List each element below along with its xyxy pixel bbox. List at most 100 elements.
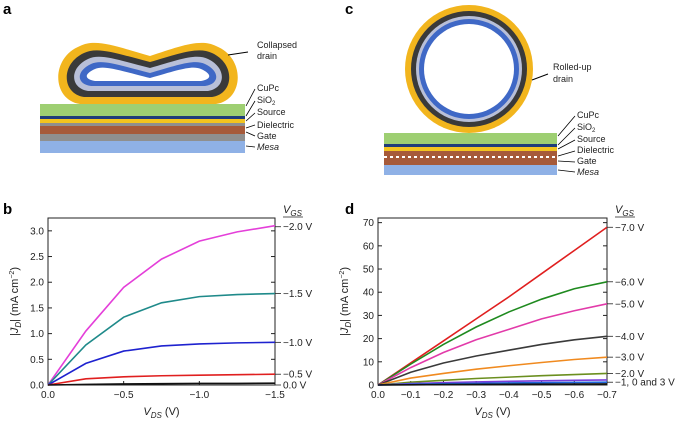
x-tick-label-d: −0.2 xyxy=(434,390,454,401)
layer-stack-a xyxy=(40,104,245,153)
callouts-c: Rolled-up drain CuPc SiO2 Source Dielect… xyxy=(531,62,615,177)
y-tick-label-d: 20 xyxy=(363,334,375,345)
callout-line-drain-c xyxy=(531,73,549,81)
x-axis-title-b: VDS (V) xyxy=(143,406,179,420)
x-tick-label-d: −0.1 xyxy=(401,390,421,401)
callout-collapsed: Collapsed xyxy=(257,40,297,50)
x-axis-title-d: VDS (V) xyxy=(474,406,510,420)
series-line-b-4 xyxy=(47,382,276,386)
callout-lines-layers-a xyxy=(245,88,256,148)
label-sio2-c: SiO2 xyxy=(577,122,596,134)
x-tick-label-d: −0.3 xyxy=(466,390,486,401)
series-label-b-0: −2.0 V xyxy=(283,222,313,233)
series-label-d-0: −7.0 V xyxy=(615,223,645,234)
y-tick-label-b: 1.0 xyxy=(30,329,44,340)
y-tick-label-d: 60 xyxy=(363,241,375,252)
collapsed-drain xyxy=(58,42,238,104)
layer-cupc-a xyxy=(40,104,245,116)
x-tick-label-d: −0.5 xyxy=(532,390,552,401)
chart-b: b 0.0 −0.5 −1.0 −1.5 0.0 0.5 1.0 1.5 2.0 2.5 3.0 VD… xyxy=(3,201,313,420)
series-label-d-1: −6.0 V xyxy=(615,277,645,288)
y-tick-label-d: 40 xyxy=(363,288,375,299)
callouts-a: Collapsed drain CuPc SiO2 Source Dielect… xyxy=(227,40,297,152)
label-sio2-a: SiO2 xyxy=(257,95,276,107)
y-tick-label-d: 10 xyxy=(363,357,375,368)
y-tick-label-b: 0.5 xyxy=(30,355,44,366)
x-tick-label-b: −0.5 xyxy=(114,390,134,401)
series-line-b-2 xyxy=(47,341,276,386)
series-label-b-2: −1.0 V xyxy=(283,338,313,349)
y-tick-label-b: 2.5 xyxy=(30,252,44,263)
label-dielectric-c: Dielectric xyxy=(577,145,615,155)
label-mesa-a: Mesa xyxy=(257,142,279,152)
series-line-d-8 xyxy=(377,383,608,386)
series-line-d-1 xyxy=(377,281,608,386)
series-label-b-4: 0.0 V xyxy=(283,381,307,392)
callout-rolled-up: Rolled-up xyxy=(553,62,592,72)
y-tick-label-b: 1.5 xyxy=(30,303,44,314)
layer-gate-a xyxy=(40,126,245,134)
panel-letter-b: b xyxy=(3,201,12,218)
legend-title-b: VGS xyxy=(283,204,303,218)
layer-source-c xyxy=(384,147,557,151)
series-label-d-6: −1, 0 and 3 V xyxy=(615,378,675,389)
plot-frame-b xyxy=(47,217,276,386)
layer-gray-a xyxy=(40,134,245,141)
series-line-d-3 xyxy=(377,335,608,386)
callout-drain-c: drain xyxy=(553,74,573,84)
y-axis-title-d: |JD| (mA cm−2) xyxy=(339,267,353,336)
x-tick-label-d: 0.0 xyxy=(371,390,385,401)
label-gate-c: Gate xyxy=(577,156,597,166)
series-label-b-1: −1.5 V xyxy=(283,289,313,300)
callout-line-drain-a xyxy=(227,51,249,56)
panel-c-schematic: c Rolled-up drain CuPc SiO2 Source Diele… xyxy=(345,1,615,177)
series-label-d-4: −3.0 V xyxy=(615,353,645,364)
series-line-b-0 xyxy=(47,224,276,386)
layer-sio2-a xyxy=(40,116,245,119)
label-source-c: Source xyxy=(577,134,606,144)
label-cupc-c: CuPc xyxy=(577,110,600,120)
y-axis-title-b: |JD| (mA cm−2) xyxy=(9,267,23,336)
label-dielectric-a: Dielectric xyxy=(257,120,295,130)
series-line-b-1 xyxy=(47,292,276,386)
panel-letter-a: a xyxy=(3,1,12,18)
series-line-d-5 xyxy=(377,372,608,386)
label-cupc-a: CuPc xyxy=(257,83,280,93)
panel-a-schematic: a Collapsed drain CuPc SiO2 Source xyxy=(3,1,297,153)
label-source-a: Source xyxy=(257,107,286,117)
x-tick-label-b: 0.0 xyxy=(41,390,55,401)
series-label-d-3: −4.0 V xyxy=(615,332,645,343)
series-line-d-2 xyxy=(377,303,608,386)
roll-core xyxy=(424,24,514,114)
chart-d: d 0.0 −0.1 −0.2 −0.3 −0.4 −0.5 −0.6 −0.7 0 10 20 30… xyxy=(339,201,675,420)
series-label-b-3: −0.5 V xyxy=(283,370,313,381)
panel-letter-d: d xyxy=(345,201,354,218)
layer-stack-c xyxy=(384,133,557,175)
y-tick-label-b: 2.0 xyxy=(30,278,44,289)
series-label-d-2: −5.0 V xyxy=(615,299,645,310)
panel-letter-c: c xyxy=(345,1,353,18)
x-tick-label-d: −0.6 xyxy=(564,390,584,401)
series-line-b-3 xyxy=(47,373,276,386)
x-tick-label-d: −0.4 xyxy=(499,390,519,401)
legend-title-d: VGS xyxy=(615,204,635,218)
y-tick-label-d: 50 xyxy=(363,265,375,276)
callout-lines-layers-c xyxy=(557,115,576,173)
drain-core xyxy=(86,67,210,81)
layer-mesa-c xyxy=(384,165,557,175)
rolled-drain xyxy=(405,5,533,133)
y-tick-label-b: 3.0 xyxy=(30,226,44,237)
series-line-d-0 xyxy=(377,226,608,386)
y-tick-label-d: 70 xyxy=(363,218,375,229)
layer-mesa-a xyxy=(40,141,245,153)
x-tick-label-d: −0.7 xyxy=(597,390,617,401)
label-gate-a: Gate xyxy=(257,131,277,141)
x-tick-label-b: −1.5 xyxy=(265,390,285,401)
label-mesa-c: Mesa xyxy=(577,167,599,177)
layer-cupc-c xyxy=(384,133,557,144)
y-tick-label-d: 30 xyxy=(363,311,375,322)
x-tick-label-b: −1.0 xyxy=(189,390,209,401)
callout-drain-a: drain xyxy=(257,51,277,61)
layer-source-a xyxy=(40,119,245,123)
layer-sio2-c xyxy=(384,144,557,147)
